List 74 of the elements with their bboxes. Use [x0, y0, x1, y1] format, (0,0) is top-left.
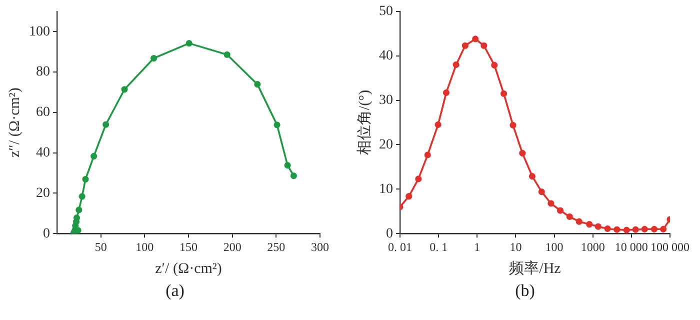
x-tick-label: 10 — [510, 240, 522, 254]
point — [82, 176, 89, 183]
y-tick-label: 80 — [36, 64, 50, 80]
point — [224, 51, 230, 58]
point — [73, 214, 80, 222]
point — [462, 42, 468, 49]
point — [121, 86, 128, 93]
y-tick-label: 40 — [379, 48, 393, 64]
point — [472, 36, 479, 42]
point — [594, 223, 602, 230]
point — [290, 172, 297, 180]
x-tick-label: 300 — [311, 240, 329, 254]
y-tick-label: 10 — [379, 182, 393, 197]
x-tick-label: 50 — [94, 240, 107, 254]
point — [442, 89, 450, 96]
point — [641, 226, 648, 232]
x-axis-title: z′/ (Ω·cm²) — [155, 260, 222, 277]
point — [424, 152, 431, 158]
point — [284, 162, 291, 169]
y-tick-label: 40 — [36, 145, 50, 160]
point — [452, 61, 460, 68]
x-tick-label: 0. 01 — [388, 240, 412, 254]
x-tick-label: 100 — [136, 240, 154, 254]
point — [623, 226, 630, 234]
y-tick-label: 50 — [379, 4, 393, 20]
x-tick-label: 0. 1 — [430, 240, 448, 254]
text: (b) — [515, 280, 535, 302]
x-tick-label: 100 — [545, 240, 564, 254]
point — [556, 207, 564, 214]
point — [650, 226, 658, 232]
point — [406, 192, 412, 200]
y-axis-title: 相位角/(°) — [356, 90, 373, 156]
point — [90, 152, 98, 160]
y-tick-label: 30 — [379, 92, 393, 108]
point — [538, 188, 545, 196]
point — [519, 150, 526, 156]
point — [604, 225, 611, 232]
x-tick-label: 250 — [267, 240, 286, 254]
point — [566, 213, 573, 220]
y-axis-title: z″/ (Ω·cm²) — [6, 88, 23, 158]
point — [186, 40, 192, 47]
point — [632, 226, 639, 233]
point — [150, 54, 158, 62]
point — [274, 122, 280, 128]
point — [500, 90, 508, 97]
x-tick-label: 100 000 — [650, 240, 690, 254]
point — [480, 42, 488, 49]
y-tick-label: 0 — [43, 226, 50, 242]
point — [510, 122, 516, 128]
point — [76, 206, 82, 214]
y-tick-label: 0 — [386, 226, 393, 242]
point — [102, 121, 110, 128]
point — [528, 172, 536, 180]
x-tick-label: 10 000 — [614, 240, 648, 254]
y-tick-label: 20 — [379, 137, 393, 152]
x-tick-label: 1000 — [580, 240, 605, 254]
x-tick-label: 1 — [474, 240, 480, 254]
point — [576, 218, 582, 225]
x-axis-title: 频率/Hz — [509, 260, 562, 277]
point — [415, 176, 422, 182]
point — [660, 226, 667, 232]
point — [434, 121, 442, 128]
point — [586, 220, 593, 228]
point — [491, 62, 498, 68]
point — [548, 200, 554, 207]
text: (a) — [166, 280, 184, 302]
y-tick-label: 100 — [29, 24, 50, 40]
x-tick-label: 200 — [223, 240, 242, 254]
x-tick-label: 150 — [180, 240, 198, 254]
y-tick-label: 20 — [36, 186, 50, 201]
point — [254, 81, 261, 88]
point — [614, 226, 620, 233]
point — [78, 193, 86, 200]
y-tick-label: 60 — [36, 105, 50, 120]
